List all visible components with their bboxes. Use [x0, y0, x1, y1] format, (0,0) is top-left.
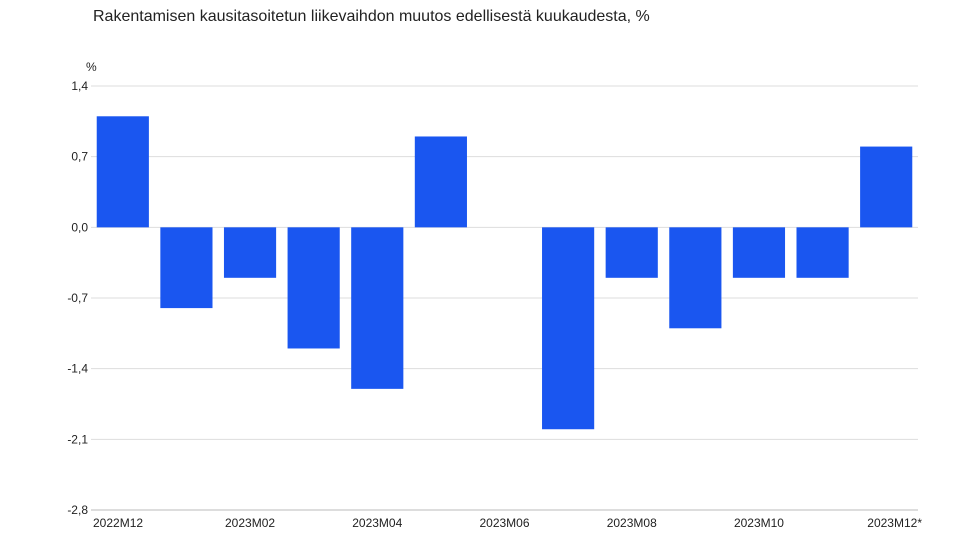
- bar[interactable]: [223, 227, 277, 278]
- y-tick-label: -2,1: [67, 432, 88, 446]
- bar[interactable]: [160, 227, 213, 309]
- y-tick-label: 0,0: [71, 220, 88, 234]
- x-tick-label: 2023M06: [479, 516, 529, 530]
- bar[interactable]: [542, 227, 595, 430]
- bar[interactable]: [669, 227, 722, 329]
- bar[interactable]: [414, 136, 467, 228]
- bar[interactable]: [796, 227, 849, 278]
- bar[interactable]: [96, 116, 149, 228]
- x-tick-label: 2023M10: [734, 516, 784, 530]
- bar[interactable]: [351, 227, 404, 389]
- y-tick-label: -2,8: [67, 503, 88, 517]
- chart-title: Rakentamisen kausitasoitetun liikevaihdo…: [93, 8, 650, 25]
- bar[interactable]: [732, 227, 786, 278]
- x-tick-label: 2023M04: [352, 516, 402, 530]
- bar[interactable]: [605, 227, 658, 278]
- y-tick-label: 1,4: [71, 79, 88, 93]
- y-tick-label: -0,7: [67, 291, 88, 305]
- bar[interactable]: [287, 227, 340, 349]
- y-tick-label: 0,7: [71, 150, 88, 164]
- bar[interactable]: [860, 146, 913, 228]
- x-tick-label: 2023M08: [607, 516, 657, 530]
- x-tick-label: 2022M12: [93, 516, 143, 530]
- x-tick-label: 2023M02: [225, 516, 275, 530]
- x-tick-label: 2023M12*: [867, 516, 922, 530]
- y-axis-unit-label: %: [86, 60, 97, 74]
- y-tick-label: -1,4: [67, 362, 88, 376]
